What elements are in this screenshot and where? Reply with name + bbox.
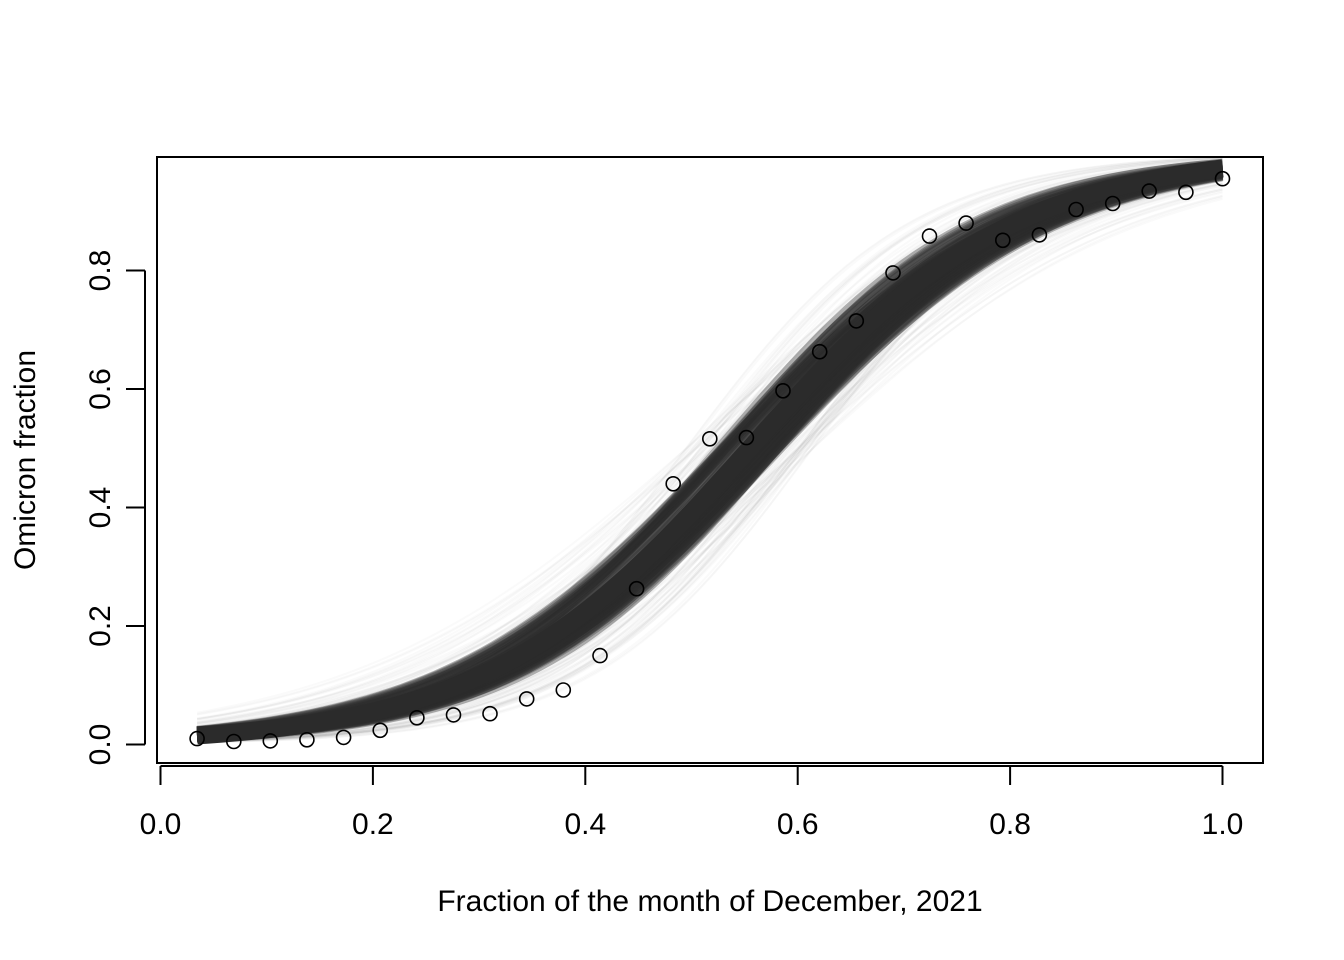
x-axis-title: Fraction of the month of December, 2021 [437, 885, 982, 918]
posterior-curve-center [196, 159, 1224, 745]
x-tick-label: 0.4 [564, 808, 606, 841]
data-point [1031, 227, 1048, 243]
data-point [555, 682, 572, 698]
y-tick-label: 0.8 [84, 250, 117, 292]
y-tick-label: 0.4 [84, 487, 117, 529]
data-point [701, 430, 718, 447]
y-tick-label: 0.0 [84, 724, 117, 766]
data-point [885, 265, 901, 281]
data-point [482, 705, 498, 722]
data-point [189, 730, 205, 747]
data-point [335, 729, 352, 746]
plot-frame [156, 156, 1264, 764]
x-tick-label: 0.2 [352, 808, 394, 841]
data-point [372, 722, 389, 739]
posterior-curve-band [196, 158, 1224, 745]
y-axis: 0.0 0.2 0.4 0.6 0.8 [84, 250, 146, 766]
data-point [958, 215, 974, 231]
data-point [445, 707, 462, 723]
data-point [738, 429, 755, 446]
y-tick-label: 0.2 [84, 605, 117, 647]
x-tick-label: 0.8 [989, 808, 1031, 841]
x-tick-label: 0.0 [140, 808, 182, 841]
data-point [921, 228, 938, 244]
data-point [994, 232, 1011, 249]
data-point [628, 580, 645, 597]
data-point [1068, 201, 1084, 218]
x-tick-label: 0.6 [777, 808, 819, 841]
data-point [592, 647, 608, 664]
data-point [262, 733, 279, 749]
y-axis-title: Omicron fraction [9, 350, 42, 570]
x-tick-label: 1.0 [1202, 808, 1244, 841]
data-point [665, 475, 682, 492]
data-point [409, 709, 425, 726]
data-points [189, 170, 1231, 750]
data-point [1214, 170, 1231, 187]
data-point [1178, 184, 1194, 201]
data-point [299, 731, 315, 748]
data-point [775, 382, 791, 399]
data-point [1104, 195, 1121, 212]
data-point [1141, 183, 1157, 199]
x-axis: 0.0 0.2 0.4 0.6 0.8 1.0 [140, 765, 1244, 841]
data-point [811, 343, 828, 360]
data-point [518, 691, 535, 707]
y-tick-label: 0.6 [84, 368, 117, 410]
data-point [848, 313, 865, 329]
data-point [226, 733, 242, 750]
